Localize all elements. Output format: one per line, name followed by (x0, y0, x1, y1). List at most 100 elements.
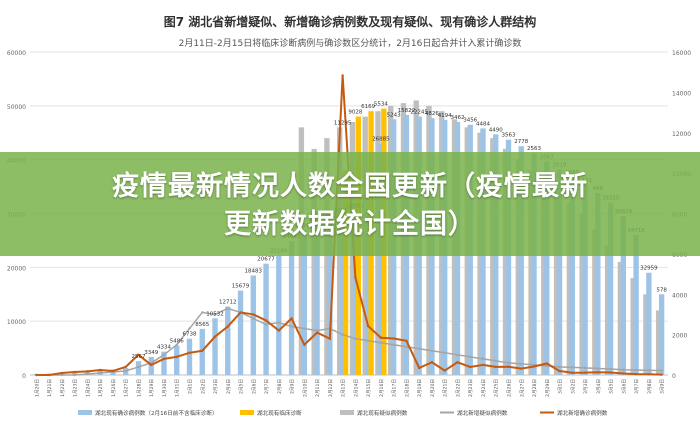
line-point-3 (545, 364, 548, 368)
x-tick-label: 2月16日 (379, 379, 385, 397)
x-tick-label: 3月1日 (558, 379, 564, 394)
bar-value-label: 22245 (410, 110, 428, 116)
bar-0 (301, 229, 308, 375)
right-tick-label: 12000 (672, 131, 691, 138)
line-point-3 (137, 365, 140, 369)
x-tick-label: 2月19日 (417, 379, 423, 397)
x-tick-label: 2月20日 (430, 379, 436, 397)
bar-value-label: 3462 (450, 115, 464, 121)
bar-0 (225, 306, 231, 375)
bar-2 (515, 159, 521, 375)
line-point-4 (520, 367, 523, 370)
bar-value-label: 3456 (463, 118, 477, 124)
bar-0 (314, 226, 320, 375)
bar-0 (531, 153, 537, 375)
line-point-4 (456, 361, 459, 364)
x-tick-label: 3月3日 (583, 379, 589, 394)
line-point-3 (73, 373, 76, 377)
line-point-3 (124, 369, 127, 373)
line-point-4 (35, 373, 38, 377)
line-point-3 (392, 343, 395, 346)
line-point-4 (469, 365, 472, 369)
x-tick-label: 1月28日 (136, 379, 142, 397)
bar-0 (339, 215, 346, 375)
left-tick-label: 0 (22, 373, 26, 380)
bar-2 (490, 138, 496, 375)
line-point-3 (366, 339, 370, 342)
bar-2 (604, 245, 611, 375)
line-point-3 (430, 349, 434, 352)
line-point-4 (545, 362, 548, 365)
line-point-4 (647, 373, 651, 376)
line-point-3 (86, 372, 89, 376)
bar-2 (541, 181, 547, 375)
right-tick-label: 0 (672, 373, 676, 380)
bar-value-label: 5243 (387, 112, 401, 118)
chart-title: 图7 湖北省新增疑似、新增确诊病例数及现有疑似、现有确诊人群结构 (163, 15, 537, 29)
bar-0 (174, 345, 180, 375)
bar-value-label: 12712 (219, 300, 237, 306)
bar-value-label: 10532 (206, 311, 224, 317)
x-tick-label: 1月31日 (175, 379, 181, 397)
x-tick-label: 2月27日 (519, 379, 525, 397)
x-tick-label: 2月8日 (277, 379, 283, 394)
bar-value-label: 20677 (257, 257, 275, 263)
x-tick-label: 2月2日 (200, 379, 206, 394)
x-tick-label: 2月23日 (468, 379, 474, 397)
bar-2 (528, 170, 534, 375)
legend-swatch (240, 410, 254, 415)
x-tick-label: 1月21日 (47, 379, 53, 397)
chart-subtitle: 2月11日-2月15日将临床诊断病例与确诊数区分统计，2月16日起合并计入累计确… (178, 39, 522, 49)
line-point-3 (264, 323, 268, 326)
line-point-3 (162, 353, 166, 357)
line-point-3 (494, 359, 497, 363)
bar-0 (505, 139, 512, 375)
bar-2 (579, 213, 585, 375)
bar-value-label: 11295 (334, 120, 352, 126)
line-point-3 (456, 353, 459, 357)
line-point-4 (443, 369, 446, 372)
bar-0 (658, 294, 665, 375)
line-point-3 (622, 368, 625, 371)
line-point-4 (507, 365, 510, 368)
bar-value-label: 4334 (157, 345, 171, 351)
bar-2 (566, 202, 573, 375)
bar-2 (553, 191, 560, 375)
bar-value-label: 6169 (361, 104, 375, 110)
line-point-4 (660, 373, 663, 376)
bar-value-label: 5534 (374, 102, 388, 108)
bar-value-label: 578 (656, 287, 667, 293)
headline-banner (0, 152, 700, 256)
line-point-4 (73, 370, 76, 374)
line-point-4 (47, 373, 51, 377)
line-point-4 (150, 363, 153, 367)
line-point-4 (137, 353, 140, 357)
line-point-4 (430, 361, 434, 364)
line-point-4 (86, 370, 89, 373)
x-tick-label: 2月14日 (353, 379, 359, 397)
x-tick-label: 2月24日 (481, 379, 487, 397)
x-tick-label: 2月6日 (251, 379, 257, 394)
bar-0 (288, 241, 295, 375)
line-point-3 (647, 369, 651, 372)
x-tick-label: 2月7日 (264, 379, 270, 394)
legend-label: 湖北现有确诊病例数（2月16日前不含临床诊断） (95, 409, 218, 417)
line-point-4 (264, 319, 268, 322)
x-tick-label: 3月2日 (570, 379, 576, 394)
line-point-3 (596, 367, 600, 370)
x-tick-label: 2月13日 (341, 379, 347, 397)
bar-0 (646, 272, 652, 375)
line-point-4 (328, 337, 332, 340)
line-point-3 (60, 373, 64, 377)
bar-0 (161, 351, 167, 375)
x-tick-label: 2月12日 (328, 379, 334, 397)
line-point-4 (201, 349, 204, 352)
x-tick-label: 2月17日 (392, 379, 398, 397)
line-point-3 (290, 325, 293, 328)
line-point-3 (341, 333, 344, 336)
bar-0 (569, 176, 575, 375)
bar-0 (556, 169, 563, 375)
legend-label: 湖北新增确诊病例数 (557, 409, 608, 417)
line-point-3 (520, 362, 523, 366)
